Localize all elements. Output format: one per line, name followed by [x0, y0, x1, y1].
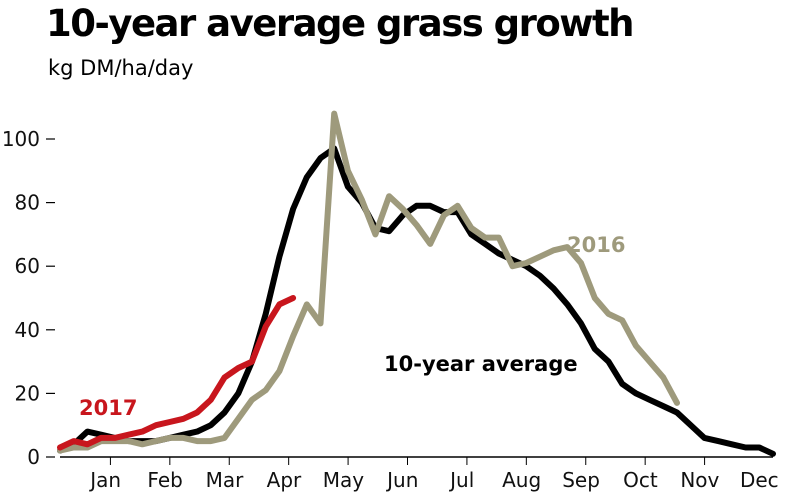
series-line-2017: [57, 295, 297, 451]
chart-subtitle: kg DM/ha/day: [48, 56, 194, 80]
y-tick-label: 20: [15, 381, 40, 405]
x-tick-label: May: [323, 468, 365, 492]
y-tick-label: 80: [15, 191, 40, 215]
x-tick-label: Dec: [740, 468, 779, 492]
x-tick-label: Nov: [680, 468, 719, 492]
y-tick-label: 100: [2, 127, 40, 151]
x-tick-label: Feb: [147, 468, 182, 492]
y-tick-label: 0: [27, 445, 40, 469]
series-label-2017: 2017: [79, 396, 137, 420]
series-label-2016: 2016: [567, 233, 625, 257]
x-tick-label: Aug: [502, 468, 541, 492]
x-tick-label: Jun: [385, 468, 418, 492]
x-tick-label: Oct: [623, 468, 658, 492]
series-label-10-year-average: 10-year average: [384, 352, 578, 376]
x-tick-label: Jul: [448, 468, 474, 492]
x-tick-label: Sep: [562, 468, 600, 492]
x-tick-label: Jan: [88, 468, 121, 492]
x-tick-label: Apr: [267, 468, 302, 492]
y-tick-label: 40: [15, 318, 40, 342]
series-line-2016: [57, 110, 680, 454]
chart-title: 10-year average grass growth: [46, 2, 635, 45]
x-tick-label: Mar: [206, 468, 245, 492]
series-line-10-year-average: [57, 145, 776, 457]
y-tick-label: 60: [15, 254, 40, 278]
